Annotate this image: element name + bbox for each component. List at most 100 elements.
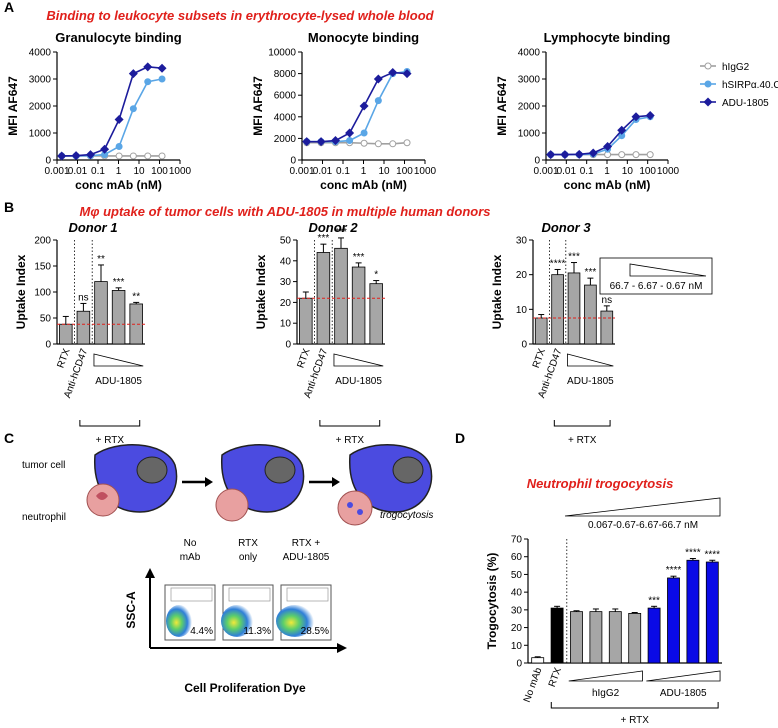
chart-title: Donor 1 xyxy=(68,220,117,235)
significance: **** xyxy=(705,549,721,560)
series-line xyxy=(306,71,408,143)
y-tick-label: 10000 xyxy=(268,48,296,59)
x-tick-label: 1000 xyxy=(657,166,680,177)
y-tick-label: 6000 xyxy=(274,91,297,102)
point xyxy=(388,68,398,78)
point xyxy=(374,140,382,148)
point xyxy=(374,97,382,105)
bar xyxy=(94,281,108,345)
point xyxy=(157,63,167,73)
significance: *** xyxy=(335,227,347,238)
bar xyxy=(531,657,545,664)
legend-label: hIgG2 xyxy=(722,62,750,73)
y-tick-label: 10 xyxy=(511,641,523,652)
panel-title: Binding to leukocyte subsets in erythroc… xyxy=(46,8,434,23)
panel-letter: B xyxy=(4,199,14,215)
y-tick-label: 1000 xyxy=(29,129,52,140)
y-tick-label: 2000 xyxy=(518,102,541,113)
significance: ns xyxy=(602,295,613,306)
panel-letter: A xyxy=(4,0,14,15)
significance: *** xyxy=(568,252,580,263)
y-tick-label: 4000 xyxy=(518,48,541,59)
group-label: ADU-1805 xyxy=(660,688,707,699)
dose-triangle xyxy=(564,497,721,517)
significance: ** xyxy=(132,291,140,302)
y-tick-label: 1000 xyxy=(518,129,541,140)
x-tick-label: 0.01 xyxy=(557,166,577,177)
bar xyxy=(600,310,614,345)
x-tick-label: 0.1 xyxy=(336,166,350,177)
point xyxy=(574,149,584,159)
point xyxy=(373,74,383,84)
dose-label: 66.7 - 6.67 - 0.67 nM xyxy=(610,281,703,292)
series-line xyxy=(306,70,408,143)
x-tick-label: 1 xyxy=(604,166,610,177)
x-tick-label: RTX xyxy=(531,347,548,370)
y-tick-label: 30 xyxy=(280,277,292,288)
bar xyxy=(299,297,313,345)
y-axis-label: MFI AF647 xyxy=(251,76,265,136)
gate-percent: 11.3% xyxy=(243,626,271,637)
dose-triangle xyxy=(93,353,144,367)
gate xyxy=(286,587,329,602)
point xyxy=(546,150,556,160)
flow-plots: SSC-A Cell Proliferation Dye No mAb 4.4% RT… xyxy=(124,538,347,695)
y-tick-label: 0 xyxy=(45,340,51,351)
y-tick-label: 150 xyxy=(34,262,51,273)
point xyxy=(143,62,153,72)
y-tick-label: 2000 xyxy=(274,134,297,145)
gate xyxy=(170,587,213,602)
point xyxy=(618,132,626,140)
point xyxy=(158,75,166,83)
y-tick-label: 20 xyxy=(516,270,528,281)
point xyxy=(114,115,124,124)
x-tick-label: 100 xyxy=(639,166,656,177)
legend-marker xyxy=(704,62,712,70)
point xyxy=(632,151,640,159)
chart-title: Neutrophil trogocytosis xyxy=(527,476,674,491)
x-tick-label: 1000 xyxy=(169,166,192,177)
point xyxy=(617,125,627,135)
x-tick-label: 0.001 xyxy=(44,166,69,177)
dose-label: 0.067-0.67-6.67-66.7 nM xyxy=(588,520,698,531)
x-tick-label: 100 xyxy=(151,166,168,177)
x-tick-label: 1 xyxy=(361,166,367,177)
y-tick-label: 3000 xyxy=(29,75,52,86)
x-tick-label: 10 xyxy=(133,166,145,177)
point xyxy=(144,152,152,160)
bracket xyxy=(319,420,381,427)
sample-title: RTX + xyxy=(292,538,321,549)
significance: *** xyxy=(585,267,597,278)
axis-label: Cell Proliferation Dye xyxy=(184,681,306,695)
point xyxy=(129,152,137,160)
point xyxy=(403,139,411,147)
bar xyxy=(608,611,622,664)
legend-marker xyxy=(704,80,712,88)
y-tick-label: 10 xyxy=(280,319,292,330)
point xyxy=(57,151,67,161)
x-tick-label: 0.001 xyxy=(533,166,558,177)
significance: *** xyxy=(648,595,660,606)
y-tick-label: 3000 xyxy=(518,75,541,86)
bar xyxy=(589,611,603,664)
bar xyxy=(76,310,91,345)
bar xyxy=(369,283,383,345)
y-tick-label: 0 xyxy=(534,156,540,167)
point xyxy=(316,137,326,147)
point xyxy=(389,140,397,148)
y-tick-label: 30 xyxy=(516,236,528,247)
bar xyxy=(550,607,564,664)
point xyxy=(71,151,81,161)
sample-title: ADU-1805 xyxy=(283,552,330,563)
bar xyxy=(705,561,719,664)
x-tick-label: 0.1 xyxy=(91,166,105,177)
y-tick-label: 8000 xyxy=(274,69,297,80)
bar xyxy=(628,613,642,664)
panel-title: Mφ uptake of tumor cells with ADU-1805 i… xyxy=(80,204,491,219)
point xyxy=(345,128,355,138)
point xyxy=(560,150,570,160)
significance: * xyxy=(374,270,378,281)
dose-triangle xyxy=(646,670,721,682)
label: tumor cell xyxy=(22,460,65,471)
